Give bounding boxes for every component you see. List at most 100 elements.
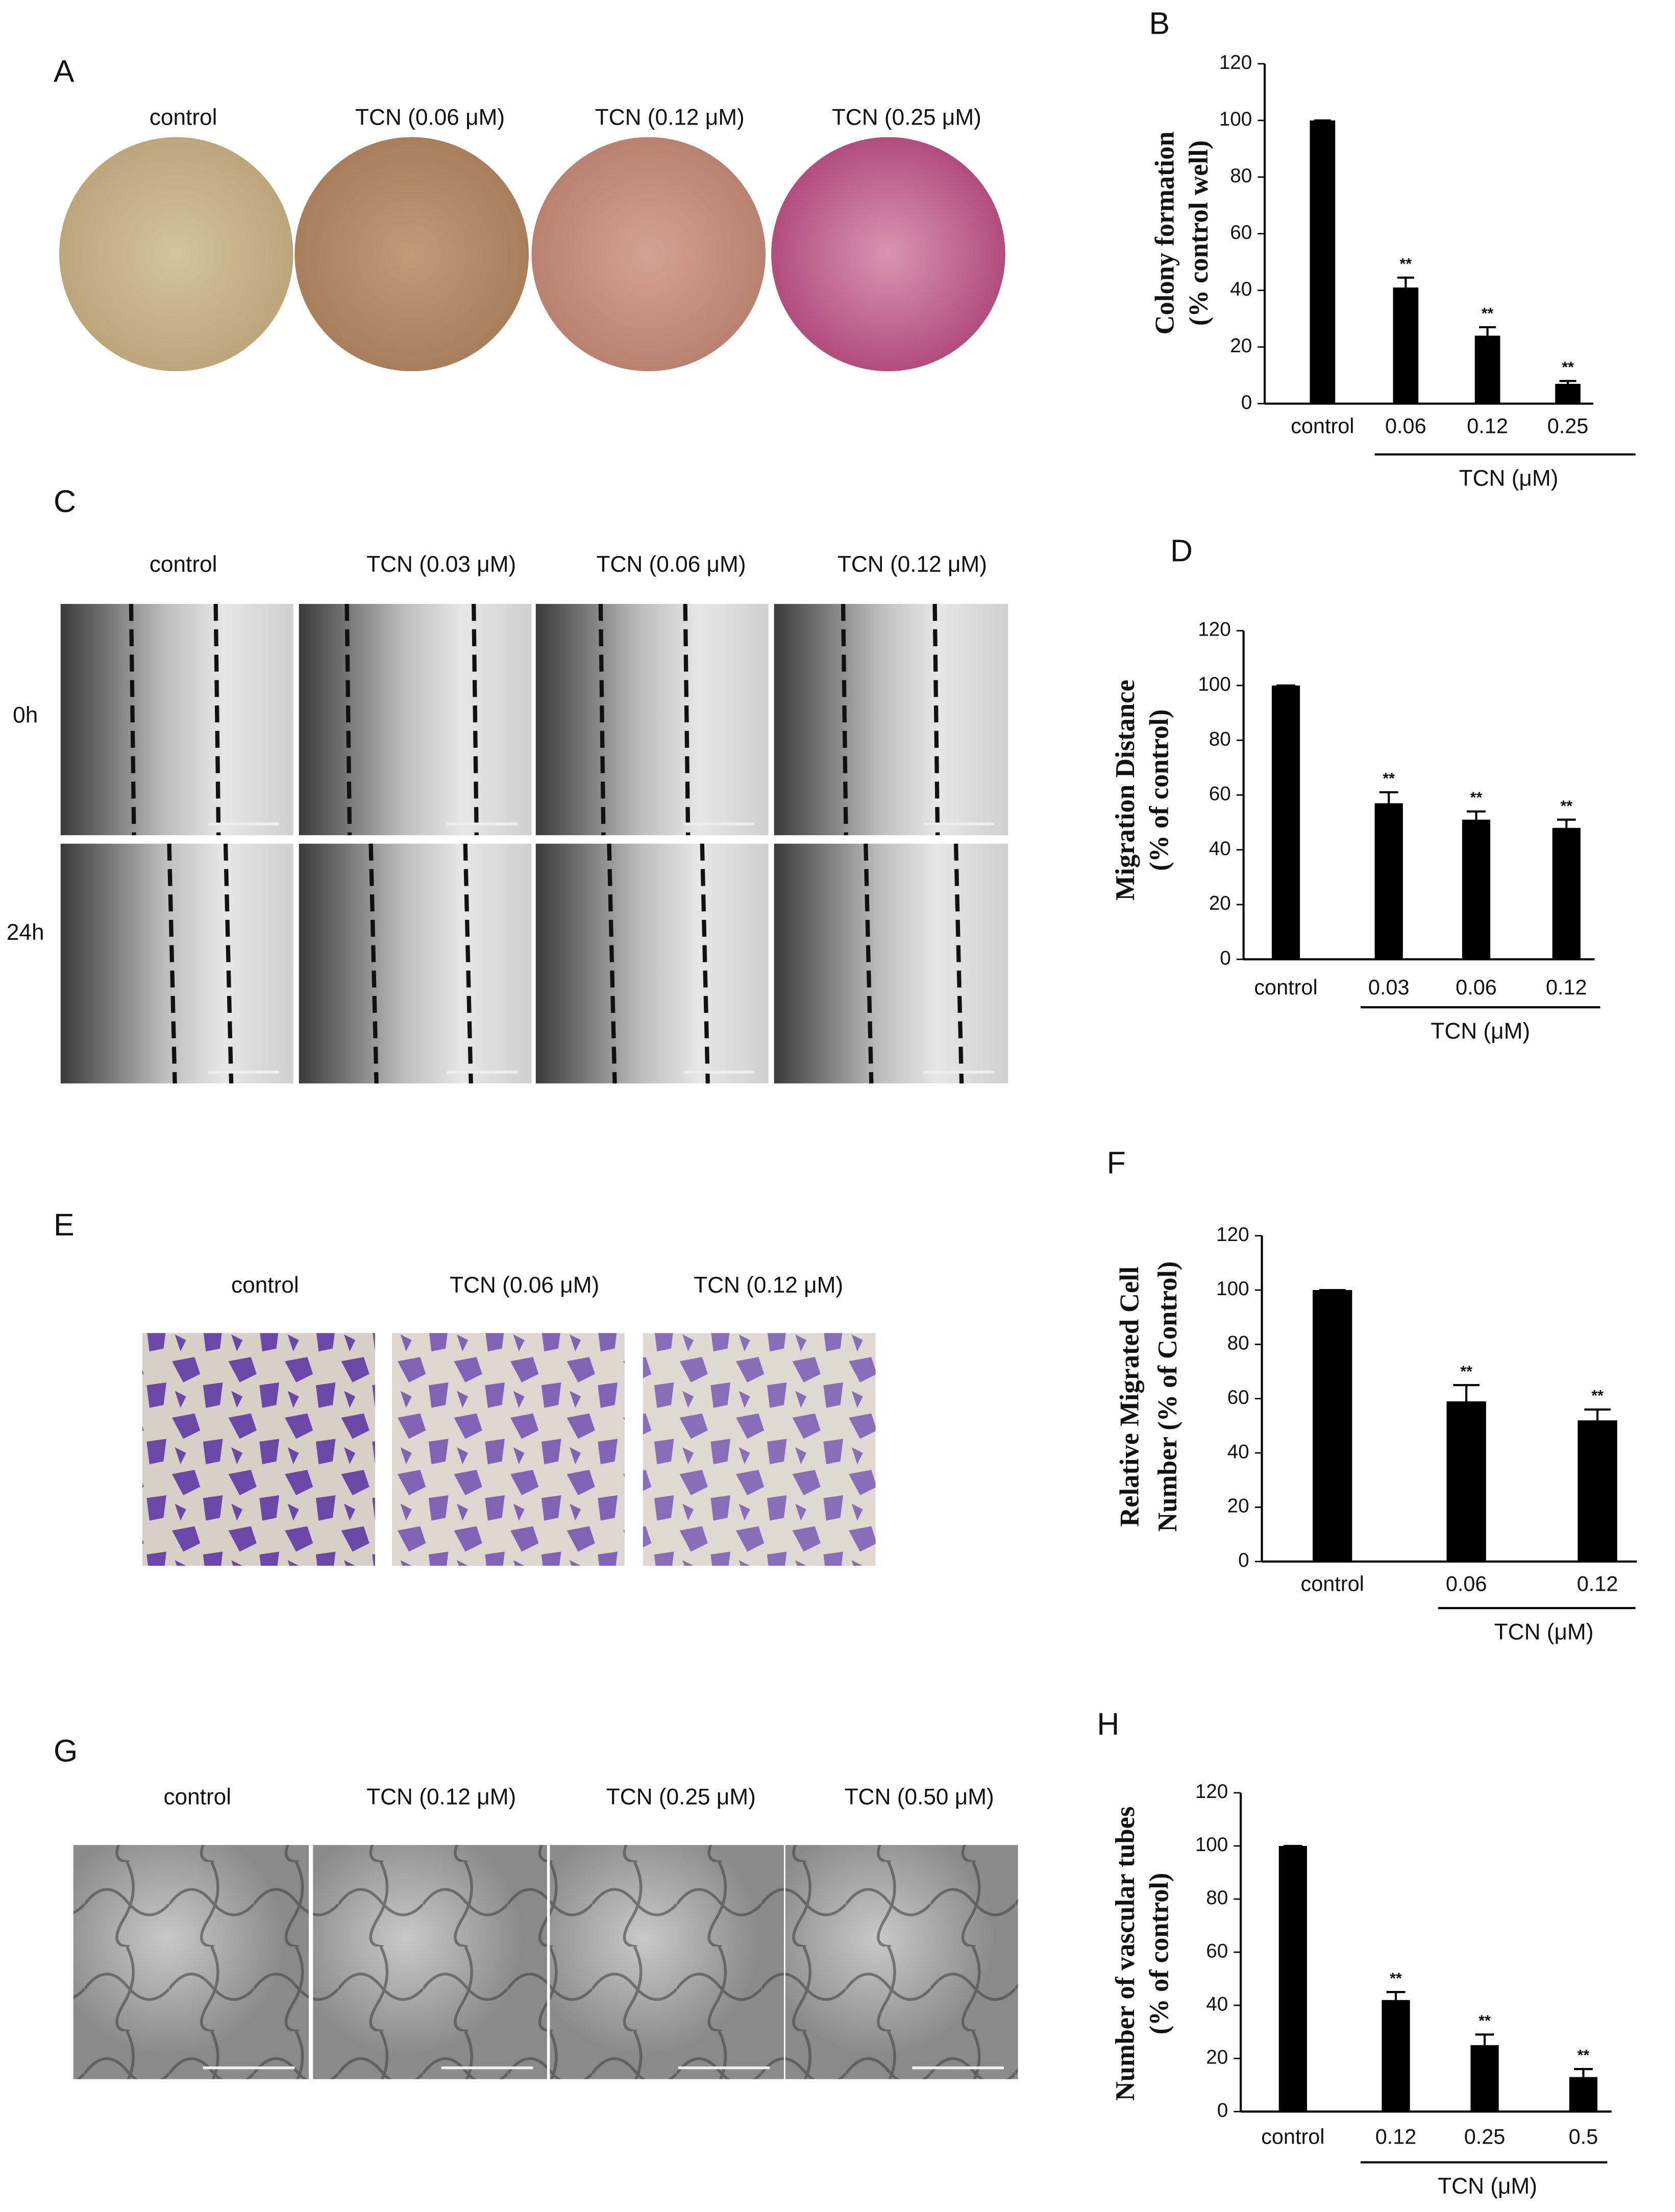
significance: ** bbox=[1390, 1970, 1402, 1987]
x-tick-label: 0.12 bbox=[1546, 975, 1587, 999]
image-label: control bbox=[231, 1273, 299, 1298]
y-axis-label: (% of control) bbox=[1144, 709, 1174, 871]
panel-letter: E bbox=[54, 1207, 75, 1242]
significance: ** bbox=[1591, 1387, 1604, 1404]
y-tick-label: 100 bbox=[1216, 1278, 1249, 1300]
x-tick-label: control bbox=[1261, 2125, 1324, 2149]
y-axis-label: Colony formation bbox=[1150, 131, 1180, 334]
y-tick-label: 100 bbox=[1195, 1834, 1228, 1856]
y-tick-label: 20 bbox=[1206, 2046, 1228, 2068]
colony-well bbox=[294, 137, 529, 372]
wound-edge bbox=[700, 843, 710, 1084]
scratch-image bbox=[60, 843, 293, 1084]
transwell-image bbox=[643, 1333, 876, 1566]
bar bbox=[1278, 1845, 1307, 2112]
y-tick-label: 60 bbox=[1227, 1387, 1249, 1408]
y-axis-label: (% control well) bbox=[1184, 140, 1214, 326]
group-label: TCN (μM) bbox=[1438, 2174, 1537, 2199]
bar bbox=[1569, 2077, 1598, 2112]
y-axis-label: Relative Migrated Cell bbox=[1115, 1267, 1144, 1527]
image-label: TCN (0.06 μM) bbox=[596, 552, 746, 577]
bar bbox=[1470, 2045, 1499, 2112]
image-panels bbox=[59, 137, 1005, 1566]
scratch-image bbox=[299, 843, 532, 1084]
bar bbox=[1555, 383, 1581, 404]
significance: ** bbox=[1460, 1363, 1472, 1380]
significance: ** bbox=[1562, 358, 1574, 376]
panel-letter: D bbox=[1170, 533, 1193, 568]
y-axis-label: Number (% of Control) bbox=[1153, 1261, 1183, 1532]
y-tick-label: 40 bbox=[1206, 1993, 1228, 2015]
y-tick-label: 40 bbox=[1209, 838, 1231, 860]
y-tick-label: 0 bbox=[1220, 947, 1231, 969]
image-label: control bbox=[163, 1785, 231, 1810]
group-label: TCN (μM) bbox=[1459, 466, 1559, 491]
y-tick-label: 100 bbox=[1219, 108, 1252, 130]
scratch-image bbox=[774, 604, 1008, 836]
panel-letter: B bbox=[1149, 6, 1170, 40]
wound-edge bbox=[223, 843, 234, 1084]
significance: ** bbox=[1560, 797, 1572, 815]
y-tick-label: 80 bbox=[1230, 165, 1252, 187]
significance: ** bbox=[1383, 770, 1395, 787]
wound-edge bbox=[607, 843, 617, 1084]
x-tick-label: 0.12 bbox=[1467, 414, 1508, 438]
tube-network bbox=[550, 1845, 784, 2079]
x-tick-label: 0.06 bbox=[1446, 1572, 1487, 1596]
panel-letter: C bbox=[54, 484, 76, 519]
bar bbox=[1271, 685, 1300, 960]
y-tick-label: 120 bbox=[1219, 52, 1252, 74]
y-tick-label: 60 bbox=[1230, 222, 1252, 244]
significance: ** bbox=[1578, 2047, 1590, 2064]
wound-edge bbox=[864, 843, 874, 1084]
image-label: control bbox=[150, 105, 217, 130]
row-label: 0h bbox=[13, 703, 38, 728]
tube-network bbox=[313, 1845, 547, 2079]
x-tick-label: 0.25 bbox=[1464, 2125, 1506, 2149]
x-tick-label: 0.06 bbox=[1456, 975, 1497, 999]
x-tick-label: 0.03 bbox=[1368, 975, 1410, 999]
tube-network bbox=[785, 1845, 1018, 2079]
x-tick-label: 0.5 bbox=[1569, 2125, 1598, 2149]
row-label: 24h bbox=[7, 920, 44, 945]
x-tick-label: 0.12 bbox=[1577, 1572, 1618, 1596]
image-label: TCN (0.50 μM) bbox=[845, 1785, 994, 1810]
scratch-image bbox=[535, 604, 769, 836]
image-label: TCN (0.12 μM) bbox=[694, 1273, 843, 1298]
bar bbox=[1310, 120, 1336, 404]
wound-edge bbox=[841, 603, 848, 836]
y-tick-label: 80 bbox=[1209, 728, 1231, 750]
wound-edge bbox=[953, 843, 964, 1084]
bar bbox=[1382, 2000, 1410, 2112]
bar bbox=[1462, 819, 1491, 960]
image-label: TCN (0.12 μM) bbox=[366, 1785, 516, 1810]
x-tick-label: 0.25 bbox=[1547, 414, 1589, 438]
wound-edge bbox=[213, 603, 221, 836]
wound-edge bbox=[683, 603, 691, 836]
y-tick-label: 100 bbox=[1198, 673, 1231, 695]
y-tick-label: 40 bbox=[1230, 278, 1252, 300]
panel-letter: G bbox=[54, 1734, 78, 1768]
scratch-image bbox=[535, 843, 769, 1084]
image-label: TCN (0.25 μM) bbox=[606, 1785, 756, 1810]
bar bbox=[1578, 1420, 1617, 1562]
colony-well bbox=[771, 137, 1005, 372]
image-label: TCN (0.12 μM) bbox=[838, 552, 987, 577]
image-label: TCN (0.06 μM) bbox=[450, 1273, 599, 1298]
wound-edge bbox=[472, 603, 479, 836]
panel-letter: F bbox=[1107, 1146, 1126, 1180]
y-tick-label: 20 bbox=[1227, 1495, 1249, 1517]
bar bbox=[1474, 335, 1500, 404]
panel-letter: A bbox=[54, 54, 75, 88]
bar bbox=[1374, 803, 1403, 960]
y-tick-label: 120 bbox=[1198, 619, 1231, 641]
panel-letter: H bbox=[1097, 1707, 1119, 1741]
y-tick-label: 120 bbox=[1216, 1224, 1249, 1246]
y-axis-label: Number of vascular tubes bbox=[1111, 1806, 1140, 2101]
transwell-image bbox=[392, 1333, 625, 1566]
image-label: TCN (0.25 μM) bbox=[832, 105, 981, 130]
bar bbox=[1446, 1401, 1486, 1562]
colony-well bbox=[59, 137, 293, 372]
